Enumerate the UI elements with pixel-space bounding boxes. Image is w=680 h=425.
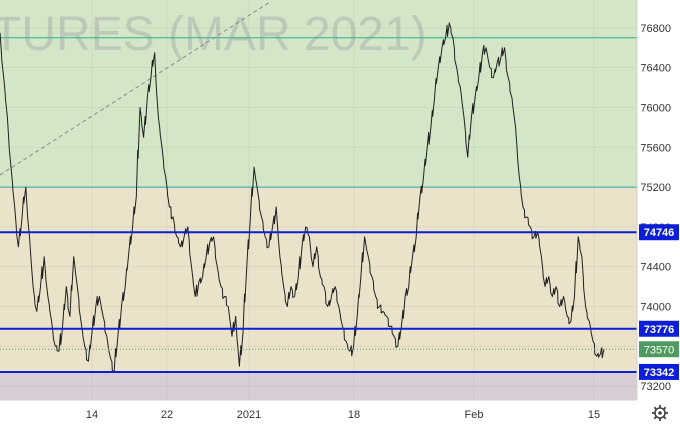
y-tick-label: 74000: [640, 301, 671, 313]
zone-band: [0, 0, 637, 188]
level-price-label: 73776: [644, 324, 675, 336]
thin-levels-layer: [0, 37, 637, 188]
y-tick-label: 75200: [640, 182, 671, 194]
series-layer: [0, 22, 605, 372]
y-tick-label: 76400: [640, 63, 671, 75]
y-tick-label: 76000: [640, 102, 671, 114]
y-tick-label: 76800: [640, 23, 671, 35]
zone-band: [0, 187, 637, 372]
x-tick-label: Feb: [465, 409, 484, 421]
zone-band: [0, 371, 637, 400]
watermark-layer: TURES (MAR 2021): [0, 8, 427, 61]
time-axis-layer: 14 22 2021 18 Feb 15: [86, 409, 600, 421]
gear-icon[interactable]: [652, 405, 668, 421]
level-price-label: 74746: [644, 227, 675, 239]
level-price-tag: [639, 363, 679, 380]
y-tick-label: 74400: [640, 262, 671, 274]
zones-layer: [0, 0, 637, 400]
levels-layer: [0, 231, 637, 373]
x-tick-label: 15: [588, 409, 600, 421]
x-tick-label: 22: [161, 409, 173, 421]
time-axis-panel[interactable]: [0, 400, 637, 425]
watermark-text: TURES (MAR 2021): [0, 8, 427, 61]
x-tick-label: 2021: [237, 409, 261, 421]
trend-line: [0, 1, 271, 176]
x-tick-label: 14: [86, 409, 98, 421]
level-price-label: 73342: [644, 367, 675, 379]
level-price-tag: [639, 224, 679, 241]
x-tick-label: 18: [348, 409, 360, 421]
price-series-line: [0, 22, 605, 372]
last-price-tag: [639, 341, 679, 358]
level-price-tag: [639, 320, 679, 337]
y-tick-label: 75600: [640, 142, 671, 154]
last-price-label: 73570: [644, 344, 675, 356]
price-tags-layer: 74746 73776 73342 73570: [639, 224, 679, 380]
price-axis-panel[interactable]: [637, 0, 680, 400]
y-tick-label: 73200: [640, 381, 671, 393]
